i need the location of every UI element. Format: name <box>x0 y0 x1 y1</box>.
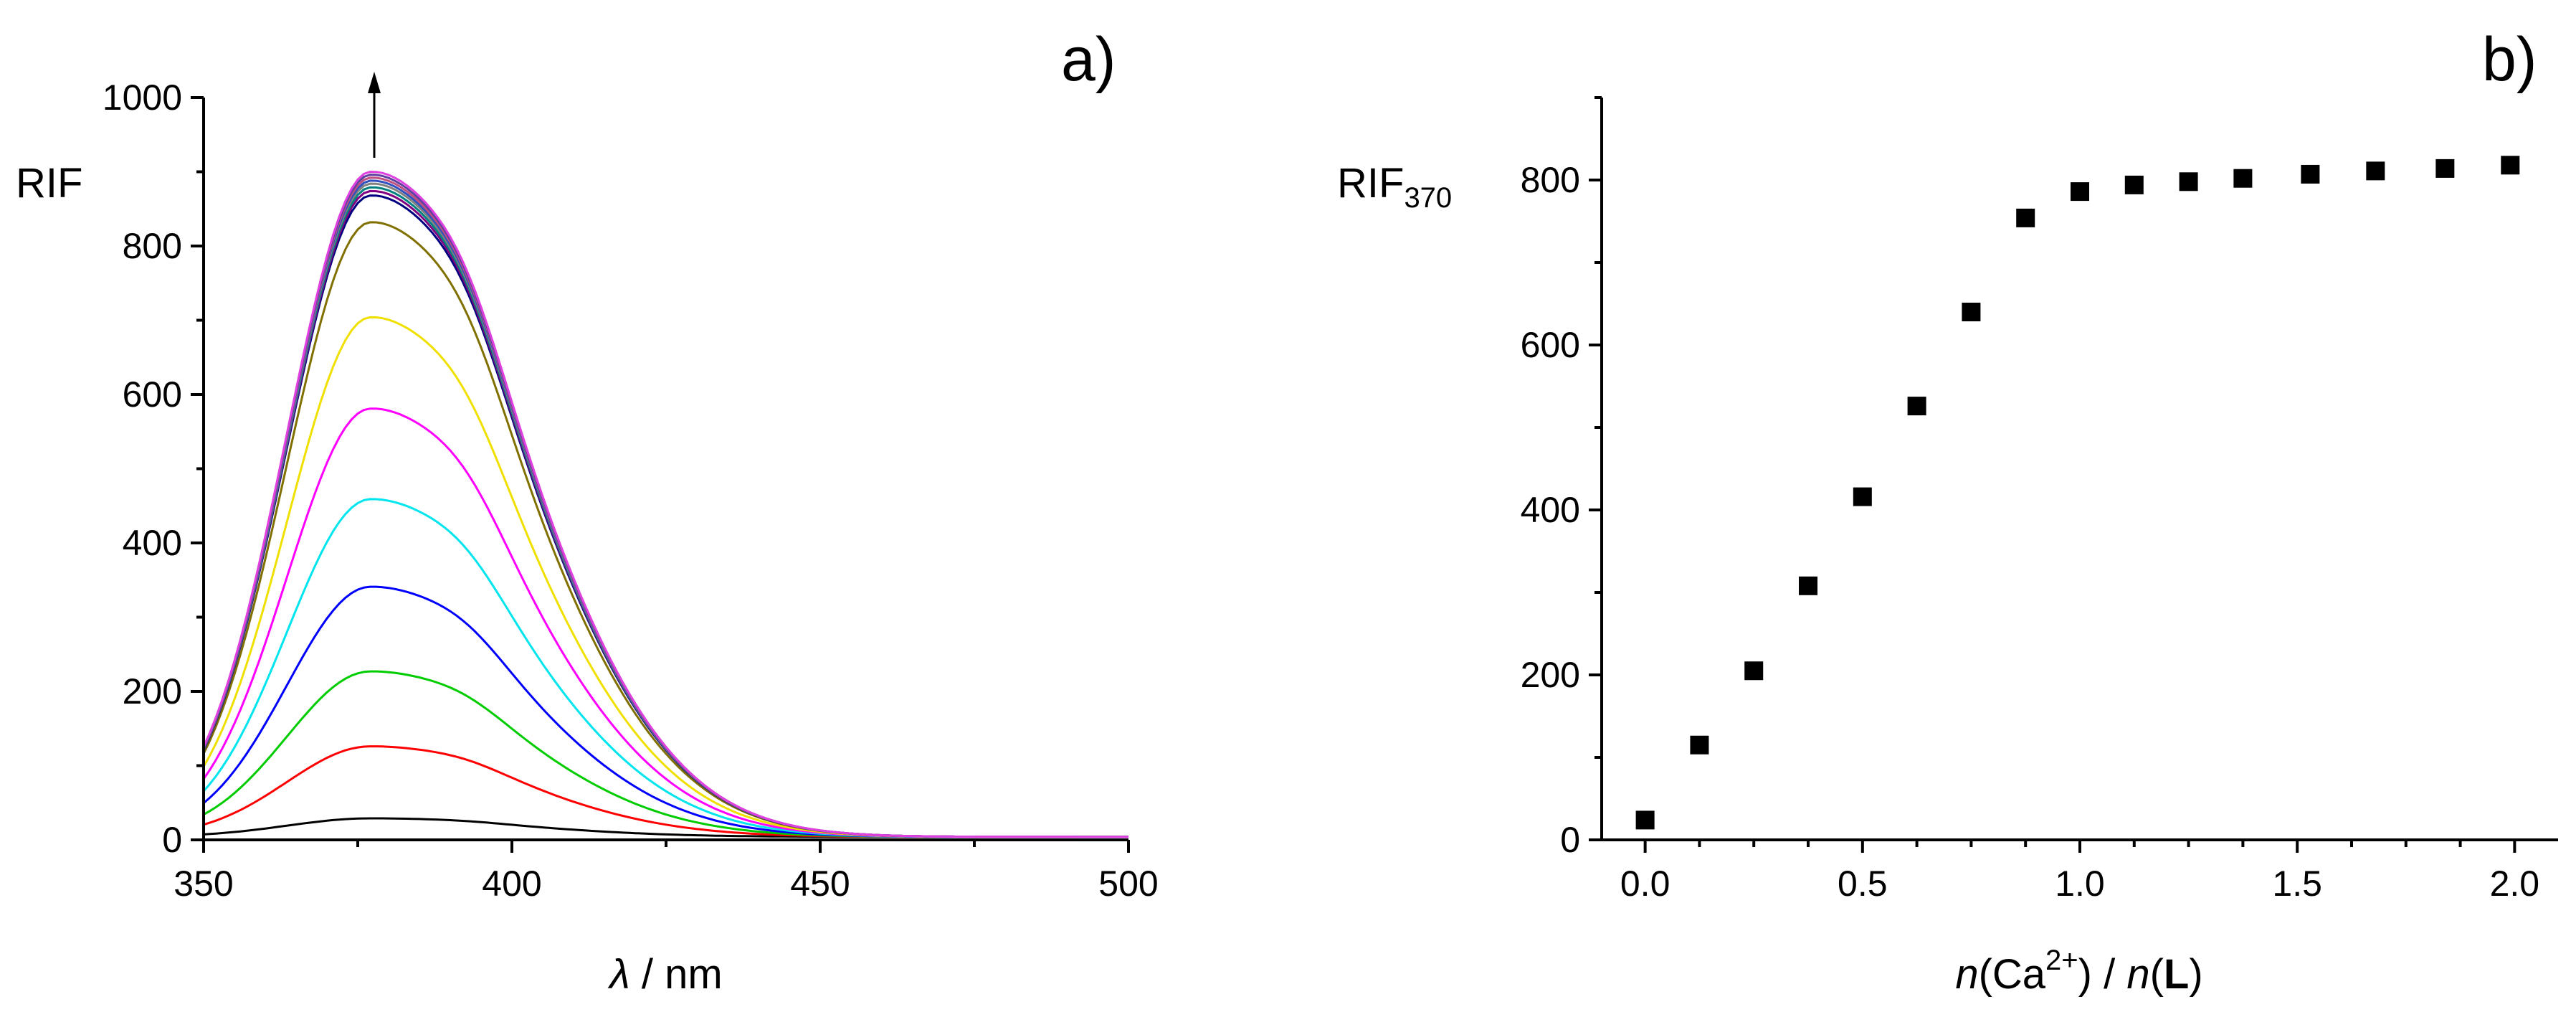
data-point <box>2366 161 2385 181</box>
data-point <box>2435 159 2455 178</box>
spectrum-line-8 <box>202 194 1128 838</box>
y-tick-label: 800 <box>123 226 182 266</box>
emission-spectra-lines <box>202 170 1128 838</box>
x-label-charge: 2+ <box>2045 945 2078 976</box>
y-tick-label: 1000 <box>103 77 182 118</box>
x-label-n1: n <box>1955 951 1978 998</box>
x-label-paren-close: ) <box>2189 951 2202 998</box>
data-point <box>1907 397 1926 416</box>
spectrum-line-12 <box>202 179 1128 838</box>
x-tick-label: 2.0 <box>2490 864 2540 904</box>
y-label-subscript: 370 <box>1404 182 1452 214</box>
x-label-unit: / nm <box>630 951 723 998</box>
data-point <box>2016 208 2035 227</box>
data-point <box>2124 175 2144 194</box>
data-point <box>2301 164 2320 184</box>
panel-a-label: a) <box>1061 25 1116 94</box>
panel-a-y-axis-label: RIF <box>16 160 82 207</box>
spectrum-line-15 <box>202 170 1128 838</box>
spectrum-line-9 <box>202 189 1128 838</box>
data-point <box>2501 156 2520 175</box>
x-tick-label: 1.5 <box>2272 864 2322 904</box>
x-tick-label: 500 <box>1098 864 1158 904</box>
data-point <box>1744 661 1764 681</box>
spectrum-line-5 <box>202 407 1128 838</box>
x-label-ca: (Ca <box>1979 951 2046 998</box>
y-label-main: RIF <box>1337 160 1404 207</box>
spectrum-line-11 <box>202 182 1128 838</box>
y-tick-label: 600 <box>1521 325 1580 365</box>
x-tick-label: 1.0 <box>2055 864 2105 904</box>
panel-b-label: b) <box>2482 25 2537 94</box>
spectrum-line-3 <box>203 585 1128 838</box>
data-point <box>2233 169 2253 188</box>
spectrum-line-7 <box>202 221 1128 838</box>
spectrum-line-6 <box>202 316 1128 838</box>
y-tick-label: 400 <box>1521 490 1580 530</box>
y-tick-label: 200 <box>123 671 182 711</box>
x-tick-label: 0.0 <box>1620 864 1670 904</box>
increase-arrow-icon <box>368 72 381 158</box>
spectrum-line-10 <box>202 186 1128 838</box>
y-tick-label: 600 <box>123 374 182 415</box>
panel-b-ticks: 0.0 0.5 1.0 1.5 2.0 0 200 400 600 800 <box>1521 96 2540 904</box>
data-point <box>1962 303 1981 321</box>
panel-a-spectra: 350 400 450 500 0 200 400 600 800 1000 a) RIF λ /… <box>16 25 1159 998</box>
data-point <box>2179 172 2198 191</box>
data-point <box>1635 810 1655 830</box>
y-tick-label: 0 <box>1560 820 1580 860</box>
panel-b-frame <box>1600 98 2558 841</box>
x-tick-label: 0.5 <box>1838 864 1888 904</box>
spectrum-line-0 <box>203 817 1128 838</box>
y-tick-label: 0 <box>162 820 182 860</box>
panel-b-titration: 0.0 0.5 1.0 1.5 2.0 0 200 400 600 800 b) RIF370 n… <box>1337 25 2558 998</box>
panel-b-y-axis-label: RIF370 <box>1337 160 1452 214</box>
x-label-symbol: λ <box>607 951 630 998</box>
x-label-paren-open: ( <box>2150 951 2164 998</box>
data-point <box>1853 487 1872 506</box>
y-tick-label: 800 <box>1521 160 1580 200</box>
x-tick-label: 450 <box>790 864 850 904</box>
data-point <box>2071 182 2089 202</box>
x-label-divider: ) / <box>2078 951 2127 998</box>
x-label-ligand: L <box>2164 951 2189 998</box>
panel-a-x-axis-label: λ / nm <box>607 951 722 998</box>
y-tick-label: 200 <box>1521 655 1580 695</box>
panel-a-ticks: 350 400 450 500 0 200 400 600 800 1000 <box>103 77 1159 904</box>
y-tick-label: 400 <box>123 523 182 563</box>
panel-b-x-axis-label: n(Ca2+) / n(L) <box>1955 945 2202 998</box>
spectrum-line-14 <box>202 174 1128 838</box>
data-point <box>1690 735 1709 755</box>
x-tick-label: 350 <box>174 864 233 904</box>
spectrum-line-4 <box>202 498 1128 838</box>
titration-points <box>1635 156 2520 830</box>
data-point <box>1799 576 1818 595</box>
spectrum-line-13 <box>202 176 1128 838</box>
x-tick-label: 400 <box>482 864 541 904</box>
x-label-n2: n <box>2126 951 2149 998</box>
